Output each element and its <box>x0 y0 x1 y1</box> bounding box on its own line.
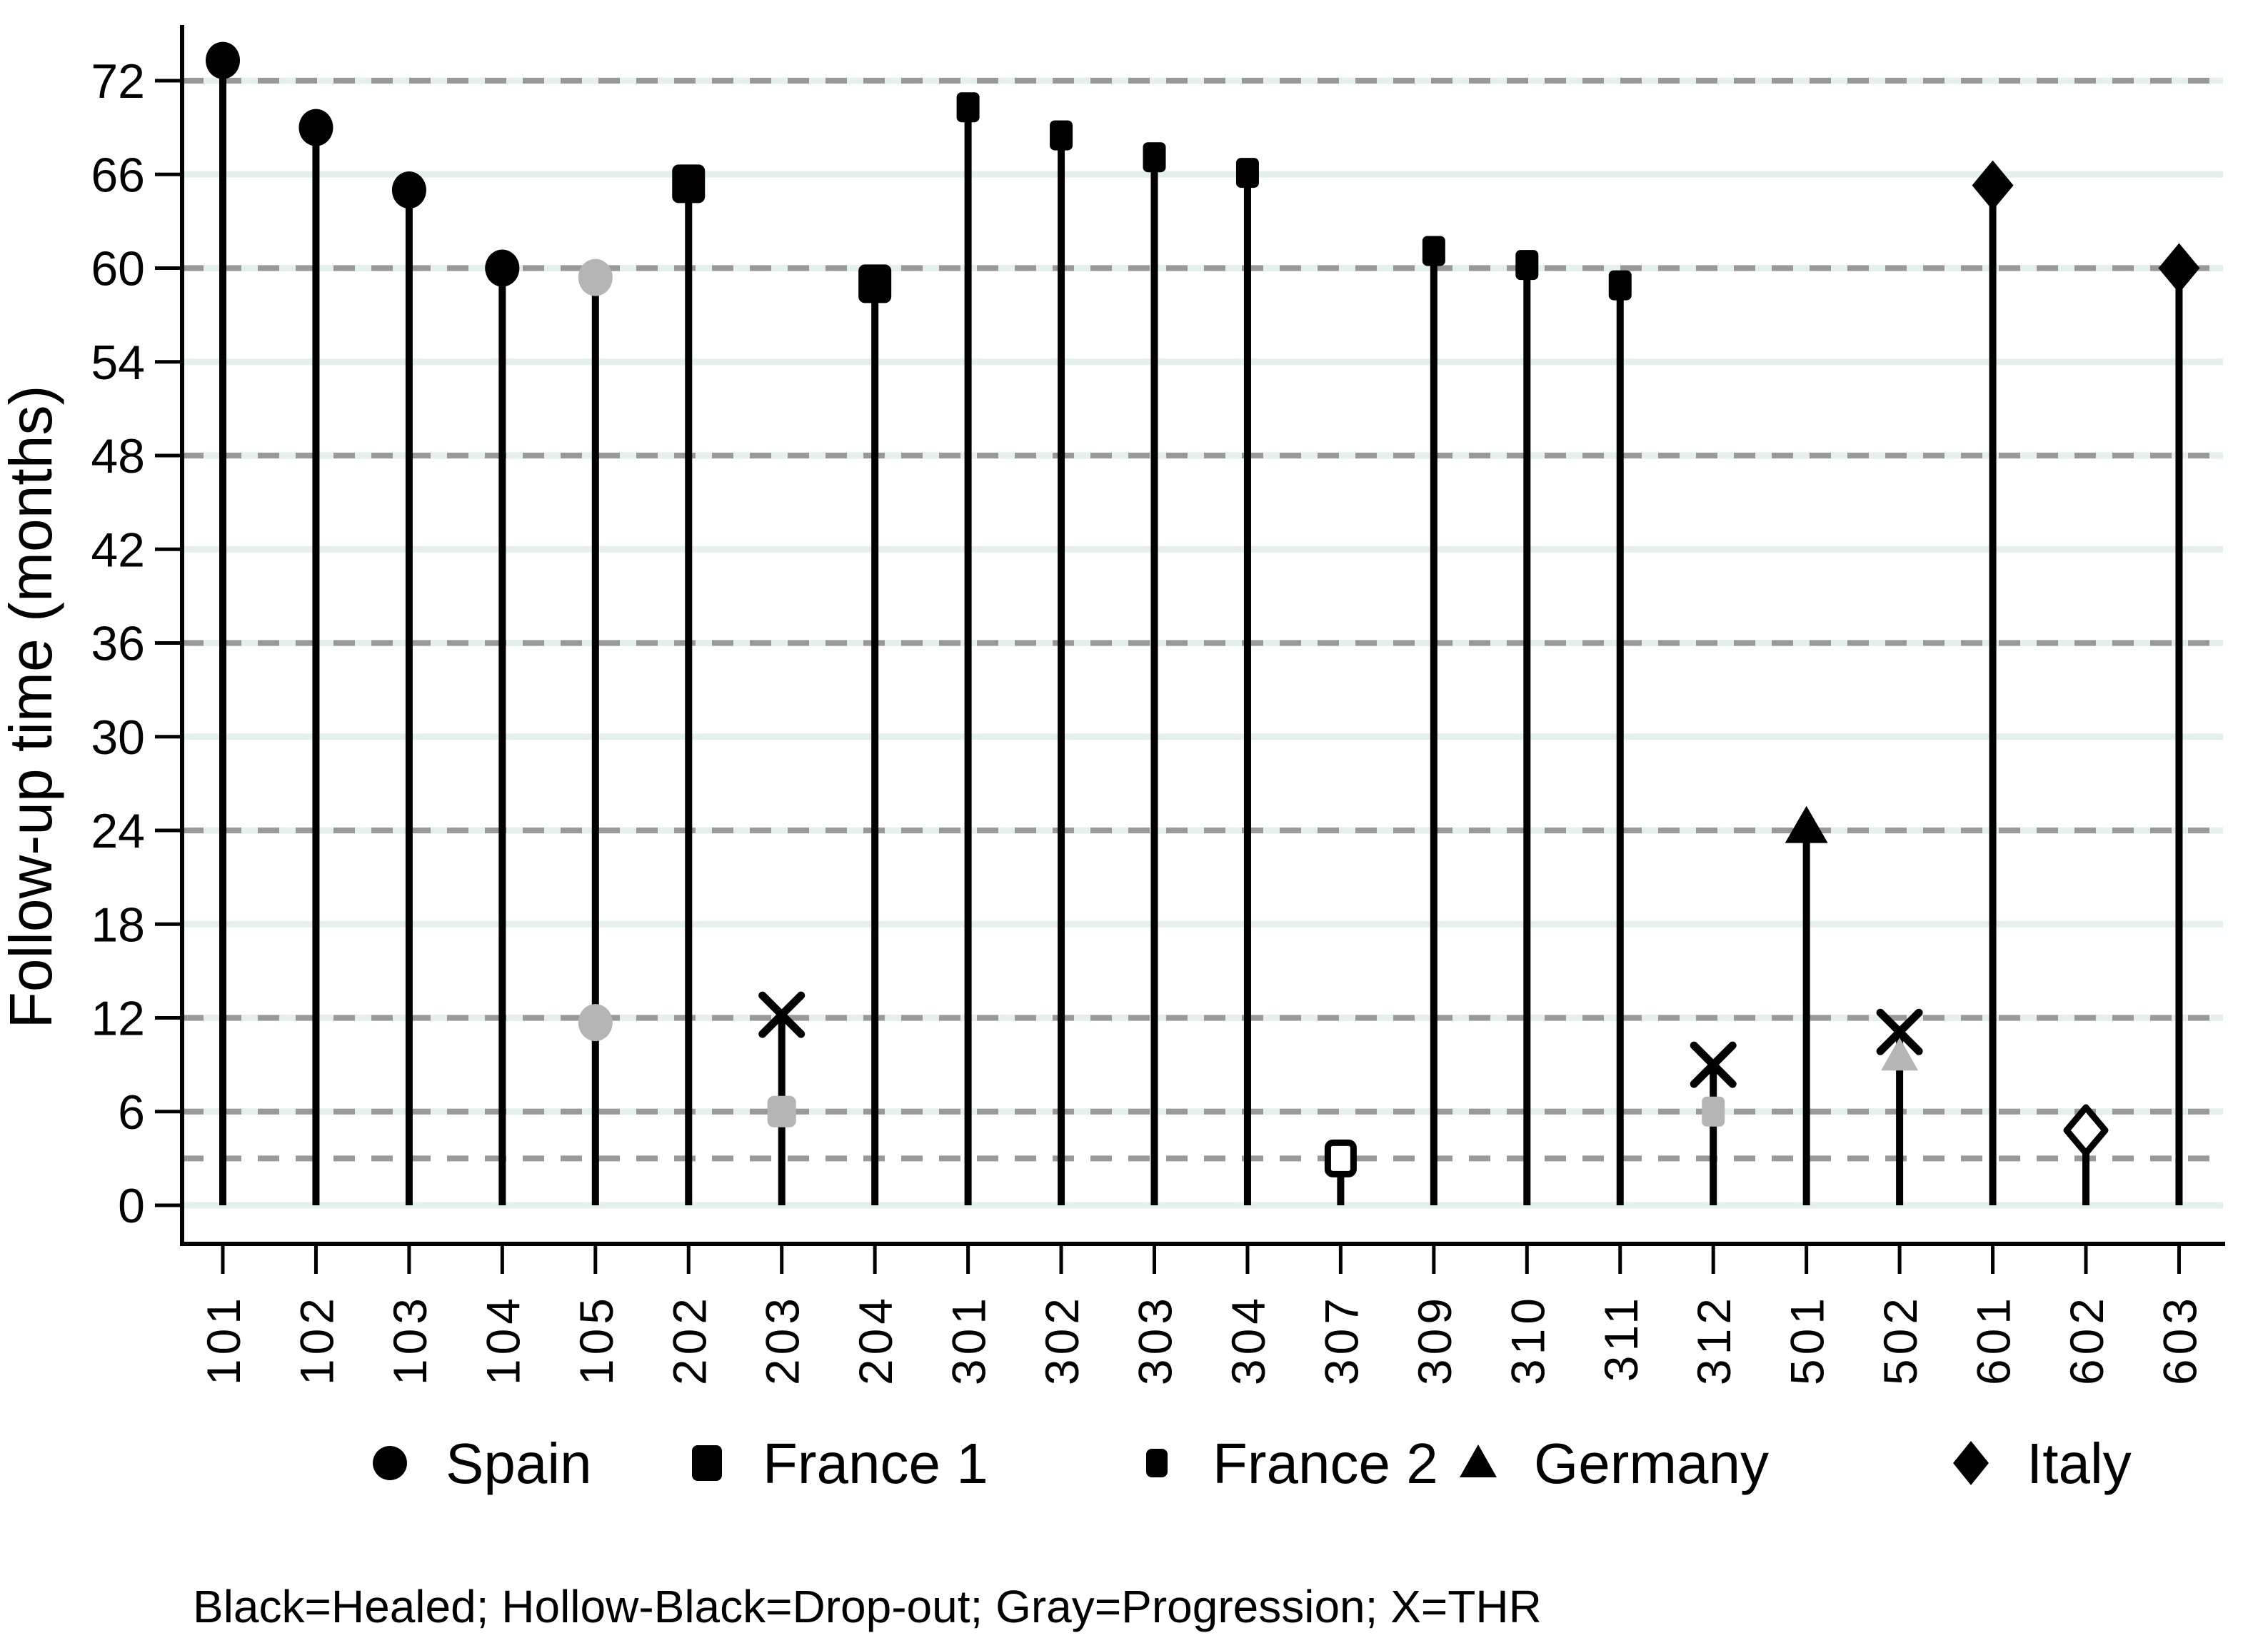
patient-spikes <box>219 60 2183 1205</box>
dashed-reference-lines <box>182 78 2223 1162</box>
x-tick-label-311: 311 <box>1595 1294 1647 1382</box>
marker-203-thr-stroke2 <box>758 991 806 1038</box>
marker-309-healed <box>1422 236 1445 266</box>
legend-item-france-2: France 2 <box>1146 1432 1438 1495</box>
x-axis-ticks: 101 102 103 104 105 202 203 204 301 302 303 304 307 3… <box>197 1244 2206 1385</box>
marker-602-drop-out <box>2063 1104 2109 1157</box>
x-tick-label-307: 307 <box>1315 1294 1368 1385</box>
axes <box>180 25 2225 1246</box>
legend-item-germany: Germany <box>1460 1432 1769 1495</box>
x-tick-label-601: 601 <box>1967 1294 2020 1385</box>
x-tick-label-103: 103 <box>383 1294 436 1385</box>
diamond-icon <box>1953 1441 1989 1485</box>
marker-311-healed <box>1608 270 1632 301</box>
marker-601-healed <box>1972 160 2014 211</box>
marker-203-progression <box>767 1095 796 1127</box>
y-tick-label-18: 18 <box>91 898 145 952</box>
marker-202-healed <box>672 164 706 204</box>
y-tick-label-54: 54 <box>91 336 145 390</box>
marker-502-progression <box>1881 1037 1919 1071</box>
square-lg-icon <box>692 1445 722 1481</box>
legend-label-france-2: France 2 <box>1213 1432 1438 1495</box>
marker-307-drop-out <box>1324 1139 1357 1177</box>
x-tick-label-102: 102 <box>290 1294 343 1385</box>
y-tick-label-6: 6 <box>118 1085 145 1140</box>
legend-item-france-1: France 1 <box>692 1432 988 1495</box>
legend-label-spain: Spain <box>446 1432 592 1495</box>
y-tick-label-30: 30 <box>91 710 145 765</box>
y-tick-label-72: 72 <box>91 54 145 109</box>
solid-gridlines <box>182 77 2223 1209</box>
x-tick-label-301: 301 <box>943 1294 995 1385</box>
y-axis-title: Follow-up time (months) <box>0 386 64 1029</box>
x-tick-label-101: 101 <box>197 1294 250 1385</box>
square-sm-icon <box>1146 1449 1168 1477</box>
legend-label-france-1: France 1 <box>763 1432 988 1495</box>
x-tick-label-105: 105 <box>570 1294 623 1385</box>
x-tick-label-310: 310 <box>1501 1294 1554 1385</box>
marker-310-healed <box>1515 250 1539 281</box>
marker-312-progression <box>1702 1096 1725 1127</box>
x-tick-label-501: 501 <box>1781 1294 1834 1385</box>
marker-303-healed <box>1143 142 1166 173</box>
legend-item-spain: Spain <box>373 1432 592 1495</box>
legend: Spain France 1 France 2 Germany Italy <box>373 1432 2132 1495</box>
patient-markers <box>206 41 2200 1177</box>
legend-label-germany: Germany <box>1534 1432 1769 1495</box>
x-tick-label-104: 104 <box>476 1294 529 1385</box>
x-tick-label-204: 204 <box>849 1294 902 1385</box>
y-tick-label-66: 66 <box>91 148 145 202</box>
x-tick-label-502: 502 <box>1874 1294 1927 1385</box>
marker-204-healed <box>858 264 892 303</box>
marker-301-healed <box>956 92 980 123</box>
marker-302-healed <box>1050 120 1073 151</box>
x-tick-label-602: 602 <box>2060 1294 2113 1385</box>
x-tick-label-603: 603 <box>2153 1294 2206 1385</box>
marker-312-thr-stroke2 <box>1690 1041 1737 1088</box>
y-axis-ticks: 0 6 12 18 24 30 36 42 48 54 60 66 72 <box>91 54 182 1233</box>
marker-502-thr-stroke2 <box>1876 1008 1923 1055</box>
legend-item-italy: Italy <box>1953 1432 2132 1495</box>
x-tick-label-302: 302 <box>1035 1294 1088 1385</box>
x-tick-label-309: 309 <box>1408 1294 1461 1385</box>
marker-102-healed <box>298 109 333 146</box>
marker-105-progression <box>578 1004 613 1042</box>
y-tick-label-12: 12 <box>91 992 145 1046</box>
marker-105-progression <box>578 258 613 296</box>
marker-101-healed <box>206 41 240 79</box>
x-tick-label-304: 304 <box>1222 1294 1275 1385</box>
marker-304-healed <box>1235 158 1259 189</box>
marker-603-healed <box>2158 243 2200 293</box>
marker-104-healed <box>485 249 520 287</box>
y-tick-label-24: 24 <box>91 804 145 858</box>
x-tick-label-202: 202 <box>663 1294 716 1385</box>
y-tick-label-42: 42 <box>91 523 145 577</box>
marker-103-healed <box>391 171 426 209</box>
legend-label-italy: Italy <box>2027 1432 2132 1495</box>
triangle-icon <box>1460 1444 1497 1477</box>
y-tick-label-36: 36 <box>91 617 145 671</box>
x-tick-label-312: 312 <box>1687 1294 1740 1385</box>
y-tick-label-0: 0 <box>118 1179 145 1233</box>
x-tick-label-303: 303 <box>1129 1294 1182 1385</box>
marker-501-healed <box>1785 805 1828 843</box>
y-tick-label-60: 60 <box>91 242 145 296</box>
x-tick-label-203: 203 <box>756 1294 809 1385</box>
y-tick-label-48: 48 <box>91 429 145 483</box>
circle-icon <box>373 1446 407 1480</box>
status-footnote: Black=Healed; Hollow-Black=Drop-out; Gra… <box>193 1581 1542 1632</box>
